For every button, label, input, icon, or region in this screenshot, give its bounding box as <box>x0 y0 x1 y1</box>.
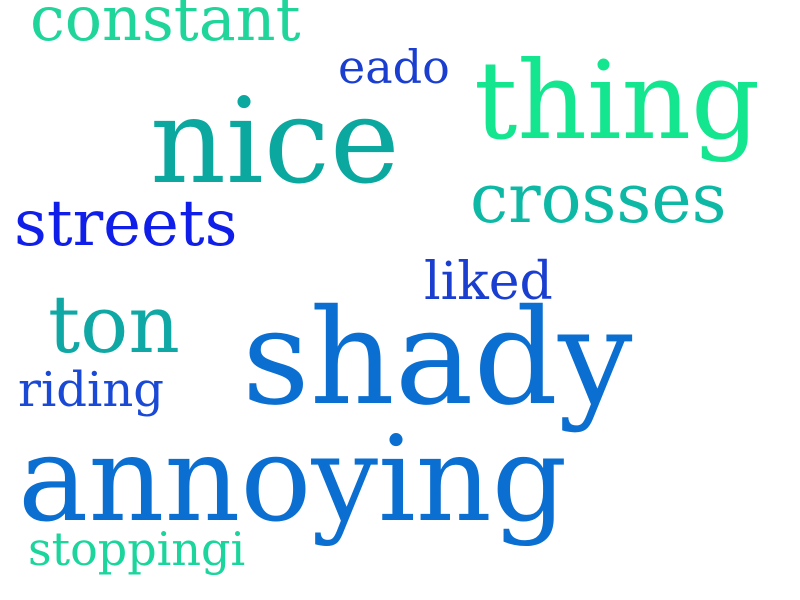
word-streets: streets <box>14 187 238 261</box>
word-thing: thing <box>474 39 761 164</box>
word-liked: liked <box>424 252 553 312</box>
word-crosses: crosses <box>470 160 727 239</box>
word-ton: ton <box>48 278 180 371</box>
word-riding: riding <box>18 362 165 418</box>
word-nice: nice <box>150 72 400 210</box>
word-stoppingi: stoppingi <box>28 522 246 576</box>
word-constant: constant <box>30 0 301 55</box>
word-eado: eado <box>338 40 450 94</box>
word-shady: shady <box>242 281 633 435</box>
word-annoying: annoying <box>18 410 568 548</box>
